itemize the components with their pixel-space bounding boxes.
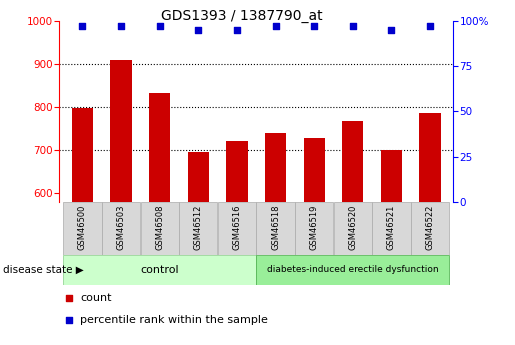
Bar: [110, 60, 132, 202]
Bar: [141, 202, 179, 255]
Bar: [372, 202, 410, 255]
Point: [78, 23, 87, 29]
Text: count: count: [80, 293, 112, 303]
Text: GSM46516: GSM46516: [232, 205, 242, 250]
Text: control: control: [140, 265, 179, 275]
Text: GSM46518: GSM46518: [271, 205, 280, 250]
Text: GSM46520: GSM46520: [348, 205, 357, 250]
Bar: [265, 133, 286, 202]
Bar: [63, 202, 101, 255]
Text: disease state ▶: disease state ▶: [3, 265, 83, 275]
Bar: [187, 152, 209, 202]
Text: GDS1393 / 1387790_at: GDS1393 / 1387790_at: [161, 9, 323, 23]
Point: [271, 23, 280, 29]
Point: [156, 23, 164, 29]
Text: GSM46521: GSM46521: [387, 205, 396, 250]
Text: diabetes-induced erectile dysfunction: diabetes-induced erectile dysfunction: [267, 265, 439, 275]
Bar: [411, 202, 449, 255]
Point: [310, 23, 318, 29]
Text: GSM46522: GSM46522: [425, 205, 435, 250]
Bar: [295, 202, 333, 255]
Bar: [149, 93, 170, 202]
Bar: [303, 138, 325, 202]
Point: [426, 23, 434, 29]
Text: GSM46512: GSM46512: [194, 205, 203, 250]
Point: [64, 295, 73, 300]
Point: [387, 27, 396, 32]
Bar: [381, 150, 402, 202]
Bar: [334, 202, 372, 255]
Bar: [179, 202, 217, 255]
Point: [233, 27, 241, 32]
Point: [64, 317, 73, 323]
Text: percentile rank within the sample: percentile rank within the sample: [80, 315, 268, 325]
Bar: [226, 141, 248, 202]
Bar: [256, 202, 295, 255]
Bar: [63, 255, 256, 285]
Text: GSM46519: GSM46519: [310, 205, 319, 250]
Text: GSM46503: GSM46503: [116, 205, 126, 250]
Bar: [419, 114, 441, 202]
Bar: [72, 108, 93, 202]
Text: GSM46508: GSM46508: [155, 205, 164, 250]
Point: [349, 23, 357, 29]
Bar: [218, 202, 256, 255]
Text: GSM46500: GSM46500: [78, 205, 87, 250]
Bar: [256, 255, 449, 285]
Point: [194, 27, 202, 32]
Bar: [102, 202, 140, 255]
Bar: [342, 121, 364, 202]
Point: [117, 23, 125, 29]
